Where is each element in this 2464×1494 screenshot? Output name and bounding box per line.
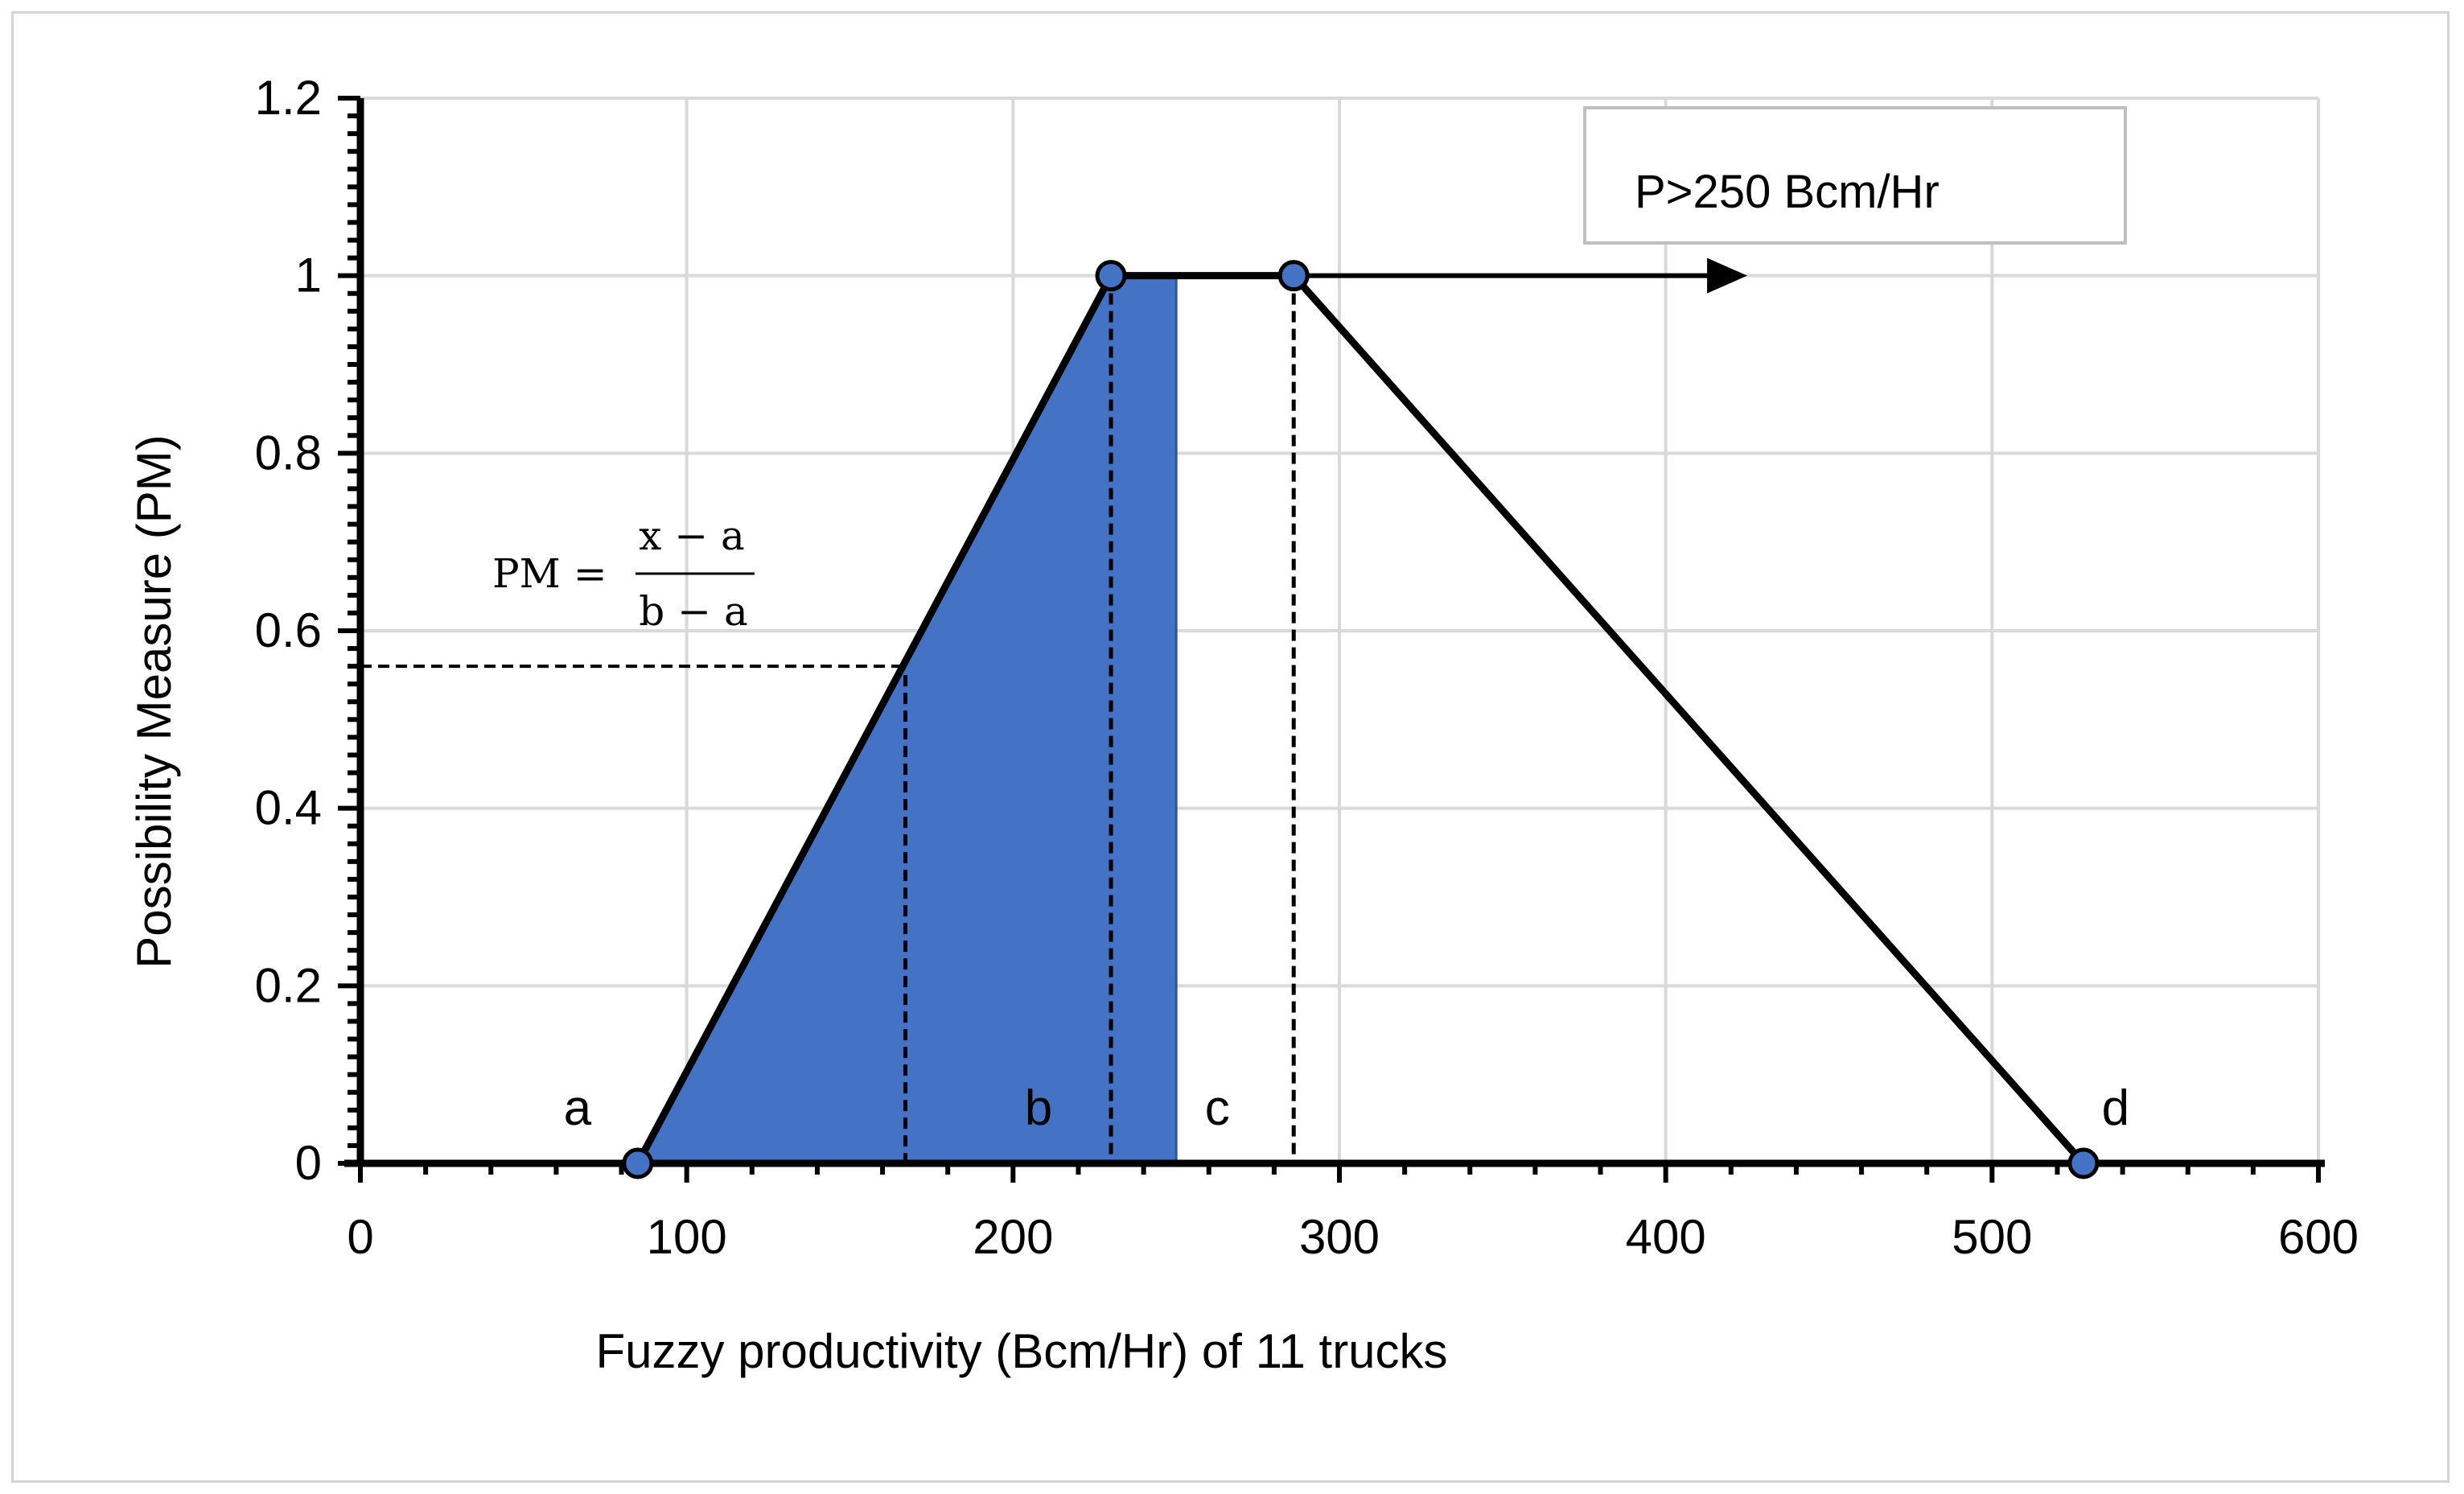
y-tick-label: 1 [295,249,322,303]
callout-box: P>250 Bcm/Hr [1583,106,2127,245]
labels: a b c d [564,1080,2130,1136]
callout-text: P>250 Bcm/Hr [1635,166,1940,218]
series [622,257,2100,1179]
data-point [622,1147,654,1179]
guide-lines [360,275,1296,1163]
point-label-a: a [564,1080,592,1136]
y-tick-label: 1.2 [255,71,322,125]
x-tick-label: 300 [1299,1210,1380,1264]
arrow-head [1707,257,1748,294]
formula: PM = x − a b − a [492,512,755,635]
data-point [1095,260,1127,292]
y-tick-label: 0.2 [255,958,322,1012]
point-label-d: d [2102,1080,2129,1136]
y-tick-label: 0 [295,1136,322,1190]
x-tick-label: 600 [2278,1210,2359,1264]
axes: 0 100 200 300 400 500 600 0 0.2 0.4 0.6 0.8 1 1.2 [255,71,2359,1264]
point-label-c: c [1205,1080,1230,1136]
point-label-b: b [1025,1080,1052,1136]
grid [360,97,2320,1163]
x-tick-label: 200 [973,1210,1053,1264]
formula-lhs: PM = [492,550,607,597]
x-tick-label: 400 [1626,1210,1706,1264]
x-tick-label: 100 [647,1210,727,1264]
data-point [2067,1147,2100,1179]
x-tick-label: 0 [347,1210,373,1264]
y-tick-label: 0.6 [255,603,322,657]
x-axis-title: Fuzzy productivity (Bcm/Hr) of 11 trucks [595,1324,1447,1378]
formula-denominator: b − a [639,588,748,635]
y-tick-label: 0.8 [255,426,322,479]
y-tick-label: 0.4 [255,781,322,835]
membership-line [634,272,2087,1166]
x-tick-label: 500 [1952,1210,2032,1264]
y-axis-title: Possibility Measure (PM) [127,434,181,969]
data-point [1277,260,1310,292]
chart-frame [11,11,2450,1483]
formula-numerator: x − a [639,512,745,559]
